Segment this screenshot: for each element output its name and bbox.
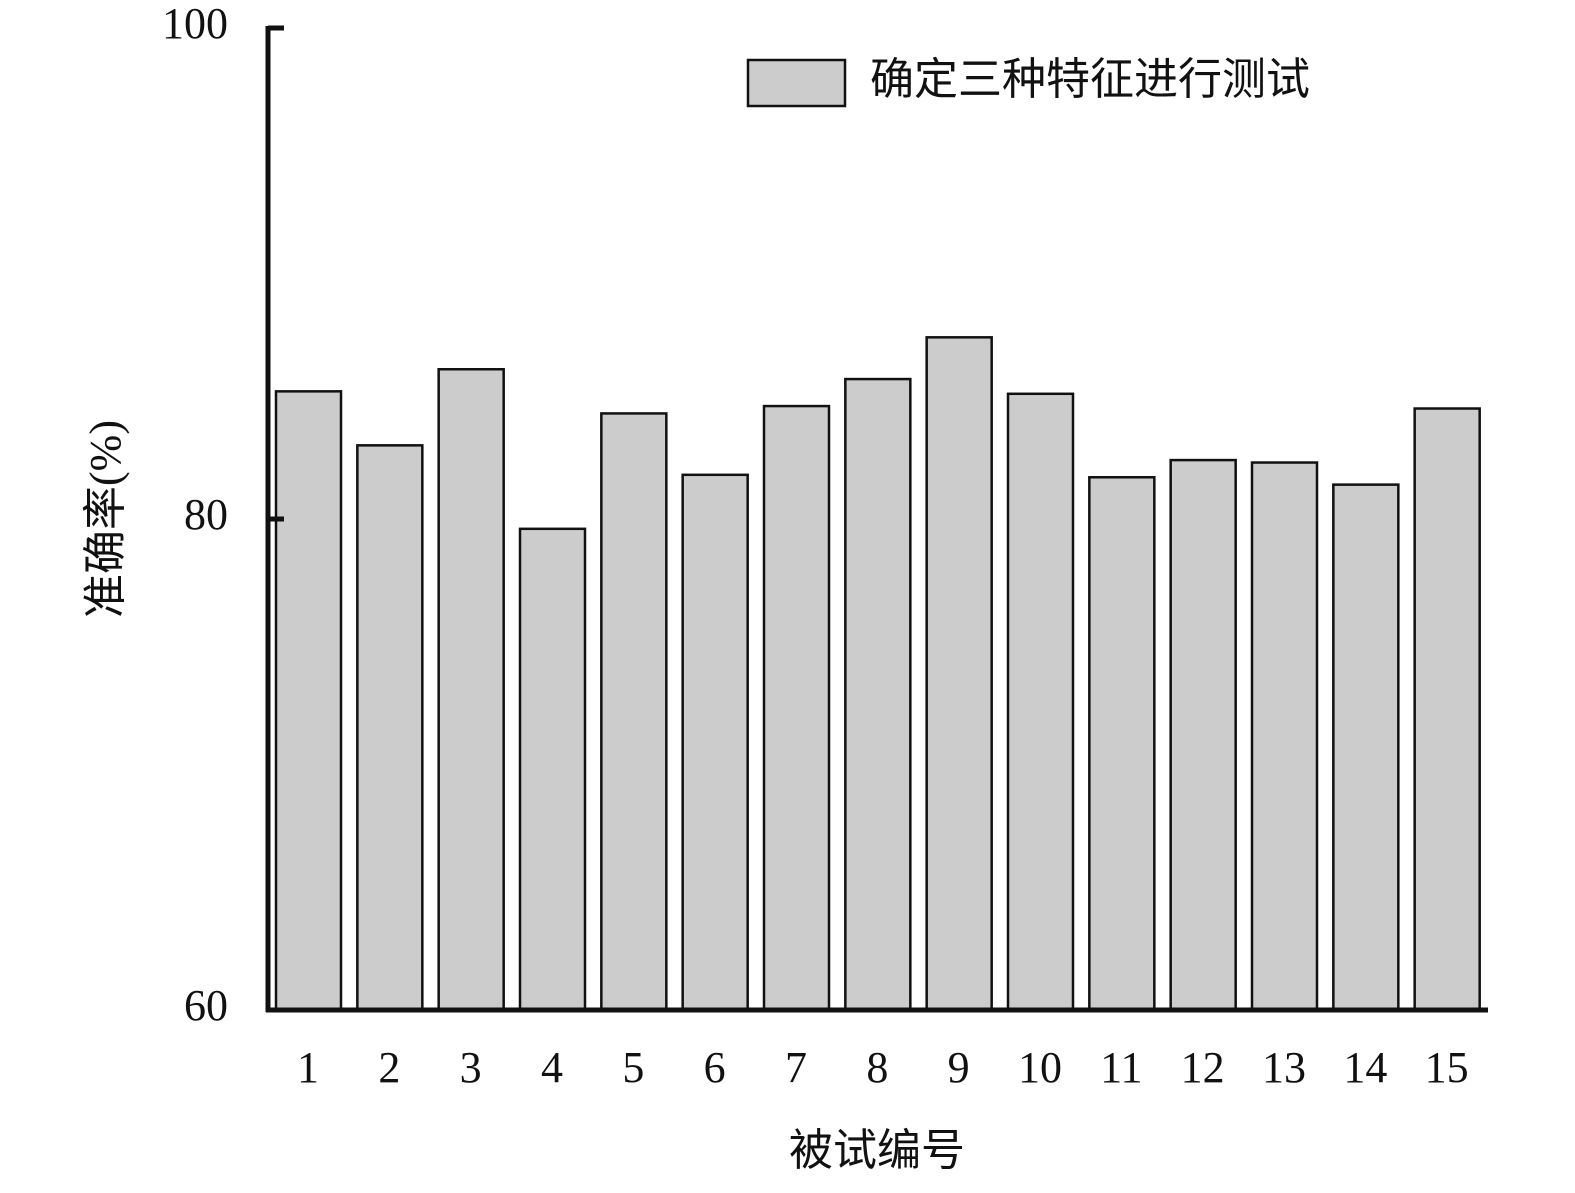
- y-tick-label: 80: [184, 490, 228, 539]
- bar: [1006, 392, 1075, 1012]
- y-tick-label: 60: [184, 981, 228, 1030]
- bar: [274, 390, 343, 1012]
- x-tick-label: 10: [1018, 1043, 1062, 1092]
- y-axis-label: 准确率(%): [81, 420, 130, 618]
- x-tick-label: 3: [460, 1043, 482, 1092]
- y-tick-label: 100: [162, 0, 228, 48]
- x-tick-label: 11: [1100, 1043, 1142, 1092]
- x-tick-label: 6: [704, 1043, 726, 1092]
- x-tick-label: 15: [1425, 1043, 1469, 1092]
- bar: [681, 473, 749, 1012]
- x-tick-label: 9: [948, 1043, 970, 1092]
- bar: [518, 527, 587, 1012]
- x-tick-label: 8: [866, 1043, 888, 1092]
- bar: [1088, 476, 1156, 1012]
- x-tick-label: 1: [297, 1043, 319, 1092]
- bar: [1332, 483, 1400, 1012]
- bar: [762, 404, 831, 1012]
- x-tick-label: 4: [541, 1043, 563, 1092]
- x-tick-label: 2: [378, 1043, 400, 1092]
- x-tick-label: 12: [1181, 1043, 1225, 1092]
- x-tick-label: 14: [1343, 1043, 1387, 1092]
- legend-swatch: [746, 58, 847, 108]
- bar: [600, 412, 668, 1012]
- legend-label: 确定三种特征进行测试: [870, 55, 1310, 104]
- x-tick-label: 13: [1262, 1043, 1306, 1092]
- bar: [356, 444, 424, 1012]
- bar: [437, 367, 505, 1012]
- bar: [844, 377, 912, 1012]
- x-tick-label: 7: [785, 1043, 807, 1092]
- bar: [1169, 458, 1237, 1012]
- bar: [1413, 407, 1481, 1012]
- bar: [1250, 461, 1319, 1012]
- bar: [925, 336, 993, 1012]
- x-axis-label: 被试编号: [789, 1126, 965, 1175]
- x-tick-label: 5: [622, 1043, 644, 1092]
